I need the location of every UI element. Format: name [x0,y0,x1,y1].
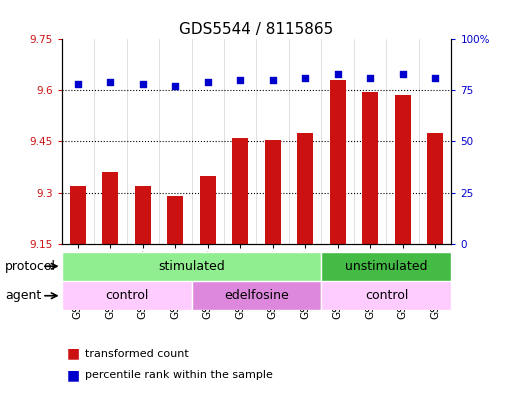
Bar [200,176,216,244]
Title: GDS5544 / 8115865: GDS5544 / 8115865 [180,22,333,37]
Point [431,75,439,81]
Point [333,71,342,77]
Point [106,79,114,85]
Bar [394,95,411,244]
Bar [70,186,86,244]
Bar [134,186,151,244]
Point [74,81,82,87]
FancyBboxPatch shape [322,252,451,281]
Point [366,75,374,81]
Text: agent: agent [5,289,42,303]
Point [269,77,277,83]
Bar [265,140,281,244]
Bar [102,172,119,244]
Text: transformed count: transformed count [85,349,188,359]
Bar [362,92,378,244]
Bar [427,133,443,244]
FancyBboxPatch shape [322,281,451,310]
Text: edelfosine: edelfosine [224,289,289,302]
Point [139,81,147,87]
Bar [167,196,183,244]
Point [204,79,212,85]
Text: percentile rank within the sample: percentile rank within the sample [85,370,272,380]
Point [171,83,180,90]
Text: ■: ■ [67,347,80,361]
Text: control: control [105,289,148,302]
Bar [297,133,313,244]
FancyBboxPatch shape [62,252,322,281]
Point [301,75,309,81]
Point [399,71,407,77]
Text: ■: ■ [67,368,80,382]
Text: stimulated: stimulated [158,260,225,273]
Text: protocol: protocol [5,260,56,273]
Text: unstimulated: unstimulated [345,260,428,273]
Point [236,77,244,83]
Text: control: control [365,289,408,302]
Bar [329,80,346,244]
FancyBboxPatch shape [191,281,322,310]
Bar [232,138,248,244]
FancyBboxPatch shape [62,281,191,310]
